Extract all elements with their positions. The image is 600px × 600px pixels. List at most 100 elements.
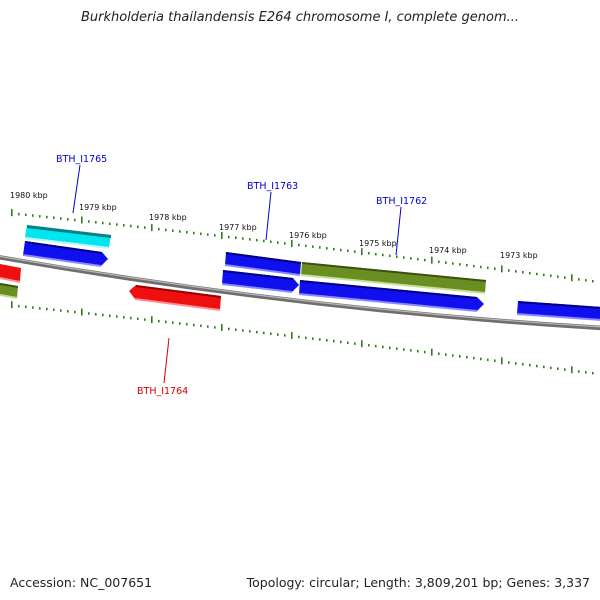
minor-tick	[214, 326, 216, 329]
minor-tick	[137, 317, 139, 321]
minor-tick	[53, 308, 55, 312]
minor-tick	[256, 238, 258, 242]
minor-tick	[270, 240, 272, 244]
minor-tick	[242, 237, 244, 240]
minor-tick	[424, 350, 426, 354]
major-tick	[501, 357, 503, 365]
major-tick	[11, 301, 13, 309]
major-tick	[571, 366, 573, 374]
minor-tick	[39, 307, 41, 310]
minor-tick	[564, 276, 566, 279]
minor-tick	[319, 338, 321, 341]
minor-tick	[333, 247, 335, 251]
gene-feature-bth-i1764[interactable]	[129, 285, 221, 311]
gene-feature-forward-1[interactable]	[23, 241, 108, 267]
minor-tick	[144, 226, 146, 229]
gene-label-bth-i1764[interactable]: BTH_I1764	[137, 386, 188, 397]
minor-tick	[473, 356, 475, 360]
minor-tick	[200, 232, 202, 236]
minor-tick	[228, 235, 230, 239]
scale-labels: 1980 kbp 1979 kbp 1978 kbp 1977 kbp 1976…	[10, 191, 538, 260]
minor-tick	[263, 331, 265, 335]
minor-tick	[375, 252, 377, 256]
minor-tick	[130, 316, 132, 320]
minor-tick	[494, 267, 496, 270]
minor-tick	[536, 272, 538, 276]
minor-tick	[165, 228, 167, 232]
major-tick	[291, 239, 293, 247]
major-tick	[81, 308, 83, 316]
minor-tick	[445, 353, 447, 356]
minor-tick	[123, 224, 125, 227]
minor-tick	[417, 349, 419, 353]
minor-tick	[452, 354, 454, 357]
minor-tick	[25, 305, 27, 309]
gene-feature-reverse-left[interactable]	[0, 264, 21, 283]
minor-tick	[389, 254, 391, 258]
minor-tick	[25, 213, 27, 217]
major-tick	[361, 248, 363, 256]
major-tick	[151, 224, 153, 232]
minor-tick	[347, 249, 349, 253]
gene-feature-bth-i1763[interactable]	[225, 252, 301, 276]
minor-tick	[116, 223, 118, 226]
minor-tick	[438, 352, 440, 356]
minor-tick	[53, 216, 55, 220]
minor-tick	[333, 339, 335, 343]
gene-feature-forward-3[interactable]	[299, 280, 484, 312]
major-tick	[81, 216, 83, 224]
major-tick	[11, 209, 13, 217]
minor-tick	[158, 227, 160, 231]
minor-tick	[74, 310, 76, 314]
minor-tick	[249, 330, 251, 333]
minor-tick	[326, 247, 328, 250]
minor-tick	[557, 367, 559, 370]
minor-tick	[536, 364, 538, 368]
minor-tick	[263, 239, 265, 243]
minor-tick	[529, 363, 531, 367]
gene-feature-forward-4[interactable]	[517, 301, 600, 321]
minor-tick	[480, 265, 482, 269]
minor-tick	[585, 371, 587, 374]
minor-tick	[487, 358, 489, 362]
scale-label: 1979 kbp	[79, 203, 117, 212]
minor-tick	[354, 250, 356, 253]
gene-feature-rna-left[interactable]	[0, 283, 18, 299]
minor-tick	[277, 241, 279, 244]
major-tick	[151, 316, 153, 324]
minor-tick	[312, 337, 314, 340]
minor-tick	[480, 357, 482, 361]
minor-tick	[382, 253, 384, 257]
minor-tick	[543, 365, 545, 369]
minor-tick	[578, 278, 580, 281]
gene-label-bth-i1763[interactable]: BTH_I1763	[247, 181, 298, 192]
minor-tick	[585, 279, 587, 282]
minor-tick	[452, 262, 454, 265]
minor-tick	[543, 273, 545, 277]
scale-label: 1977 kbp	[219, 223, 257, 232]
minor-tick	[298, 335, 300, 339]
scale-label: 1978 kbp	[149, 213, 187, 222]
minor-tick	[403, 348, 405, 351]
minor-tick	[508, 269, 510, 272]
gene-feature-forward-2[interactable]	[222, 270, 299, 293]
minor-tick	[396, 347, 398, 350]
scale-label: 1974 kbp	[429, 246, 467, 255]
gene-feature-bth-i1762[interactable]	[301, 262, 486, 294]
minor-tick	[375, 344, 377, 348]
minor-tick	[74, 218, 76, 222]
minor-tick	[459, 263, 461, 266]
gene-label-bth-i1762[interactable]: BTH_I1762	[376, 196, 427, 207]
minor-tick	[438, 260, 440, 264]
minor-tick	[340, 340, 342, 344]
minor-tick	[144, 318, 146, 321]
minor-tick	[382, 345, 384, 349]
minor-tick	[466, 263, 468, 267]
major-tick	[361, 340, 363, 348]
minor-tick	[592, 279, 594, 283]
gene-feature-bth-i1765[interactable]	[25, 225, 111, 249]
major-tick	[221, 231, 223, 239]
gene-label-bth-i1765[interactable]: BTH_I1765	[56, 154, 107, 165]
minor-tick	[235, 328, 237, 332]
